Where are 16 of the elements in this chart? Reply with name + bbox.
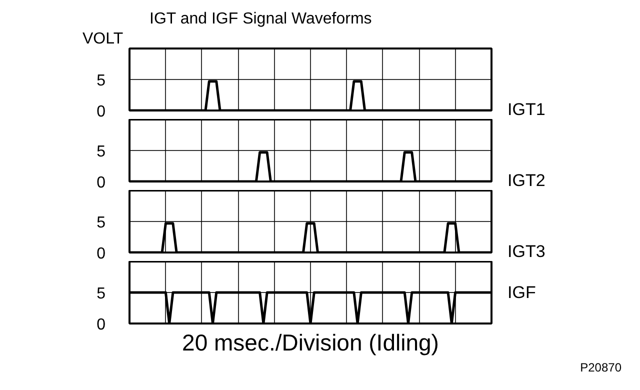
y-tick-label: 5 — [96, 286, 106, 302]
y-tick-label: 0 — [96, 104, 106, 120]
y-axis-title: VOLT — [82, 30, 124, 48]
series-label: IGT2 — [508, 171, 546, 190]
y-tick-label: 0 — [96, 316, 106, 334]
series-label: IGT3 — [508, 242, 546, 261]
y-tick-label: 0 — [96, 246, 106, 262]
text: P20870 — [580, 360, 622, 374]
y-tick-label: 5 — [96, 144, 106, 160]
chart-title: IGT and IGF Signal Waveforms — [150, 10, 372, 28]
series-label: IGT1 — [508, 100, 546, 119]
series-label: IGF — [508, 283, 536, 302]
y-tick-label: 0 — [96, 174, 106, 192]
y-tick-label: 5 — [96, 214, 106, 232]
y-tick-label: 5 — [96, 72, 106, 90]
x-axis-title: 20 msec./Division (Idling) — [182, 330, 439, 356]
